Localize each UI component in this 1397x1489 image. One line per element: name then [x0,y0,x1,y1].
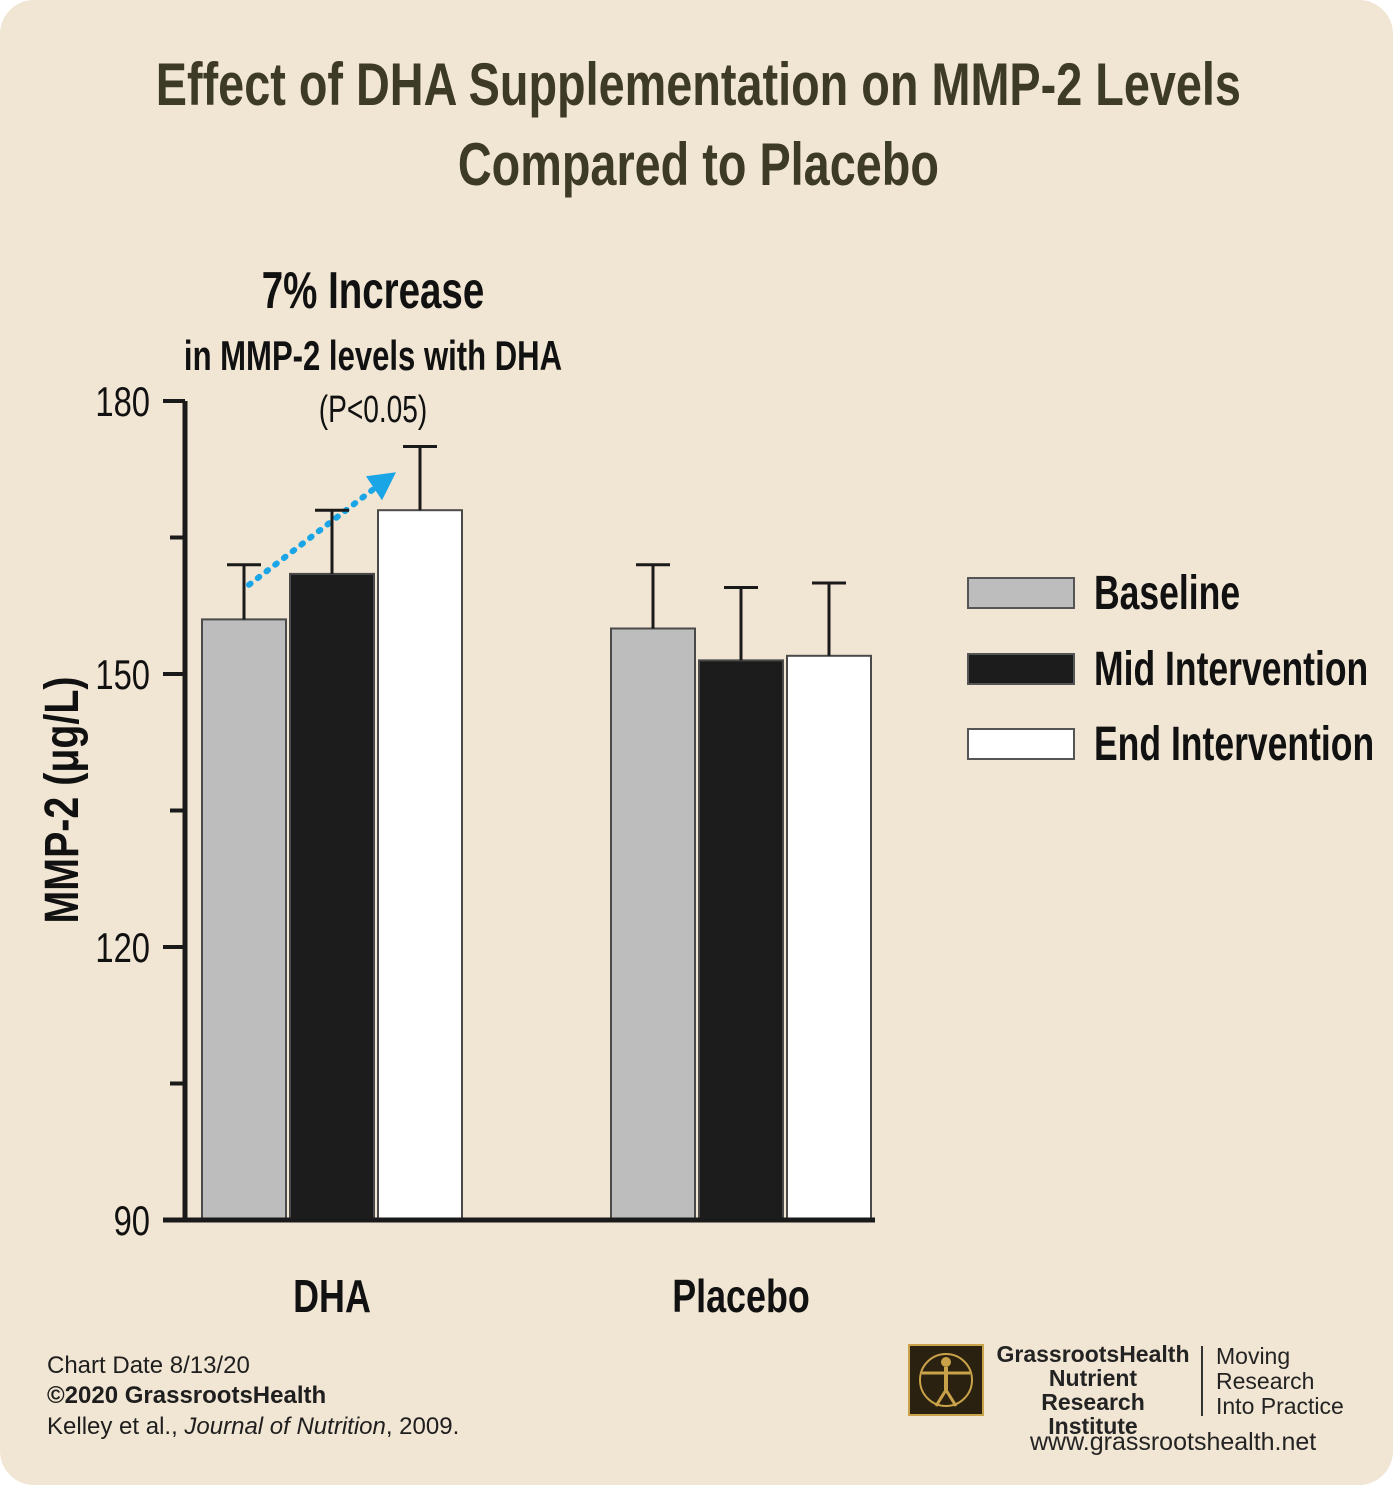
legend-swatch-baseline [967,577,1075,609]
y-tick-label-150: 150 [95,651,150,698]
website-link[interactable]: www.grassrootshealth.net [1030,1428,1317,1456]
chart-title-line-2: Compared to Placebo [457,131,939,198]
bar-dha-mid-intervention [289,572,375,1221]
annotation-subline: in MMP-2 levels with DHA [184,332,562,379]
logo-tag-line-2: Research [1216,1368,1315,1394]
logo-org-line-3: Research Institute [1041,1389,1145,1439]
logo-tag-line-1: Moving [1216,1343,1291,1369]
logo-org-line-2: Nutrient [1048,1365,1138,1391]
increase-arrow-head [366,472,396,501]
legend-swatch-mid-intervention [967,653,1075,685]
bar-chart: 7% Increase in MMP-2 levels with DHA (P<0.… [35,261,1374,1322]
citation-year: , 2009. [385,1413,460,1440]
bar-dha-end-intervention [377,509,463,1221]
bar-placebo-mid-intervention [698,659,784,1221]
legend-swatch-end-intervention [967,728,1075,760]
chart-title-line-1: Effect of DHA Supplementation on MMP-2 L… [155,51,1241,118]
y-tick-label-120: 120 [95,924,150,971]
vitruvian-man-icon [908,1344,984,1416]
y-axis-label: MMP-2 (μg/L) [35,677,89,924]
copyright: ©2020 GrassrootsHealth [47,1382,327,1409]
x-tick-label-placebo: Placebo [672,1271,810,1322]
x-tick-label-dha: DHA [293,1271,371,1322]
chart-date: Chart Date 8/13/20 [47,1352,250,1379]
legend-label-mid-intervention: Mid Intervention [1094,642,1368,695]
bar-placebo-baseline [610,627,696,1221]
citation-journal: Journal of Nutrition [184,1413,386,1440]
y-tick-label-180: 180 [95,378,150,425]
logo-tagline: Moving Research Into Practice [1216,1344,1344,1419]
y-tick-label-90: 90 [114,1197,150,1244]
annotation-headline: 7% Increase [262,261,484,319]
logo-tag-line-3: Into Practice [1216,1393,1344,1419]
logo-org-name: GrassrootsHealth Nutrient Research Insti… [994,1342,1192,1438]
legend-label-end-intervention: End Intervention [1094,717,1374,770]
bar-placebo-end-intervention [786,654,872,1221]
legend-label-baseline: Baseline [1094,566,1240,619]
citation: Kelley et al., Journal of Nutrition, 200… [47,1413,459,1441]
annotation-pvalue: (P<0.05) [319,389,428,431]
bar-dha-baseline [201,618,287,1221]
logo-divider [1201,1346,1203,1416]
logo-org-line-1: GrassrootsHealth [996,1341,1190,1367]
citation-authors: Kelley et al., [47,1413,185,1440]
grassrootshealth-logo: GrassrootsHealth Nutrient Research Insti… [908,1342,1368,1438]
increase-arrow-line [246,484,379,588]
